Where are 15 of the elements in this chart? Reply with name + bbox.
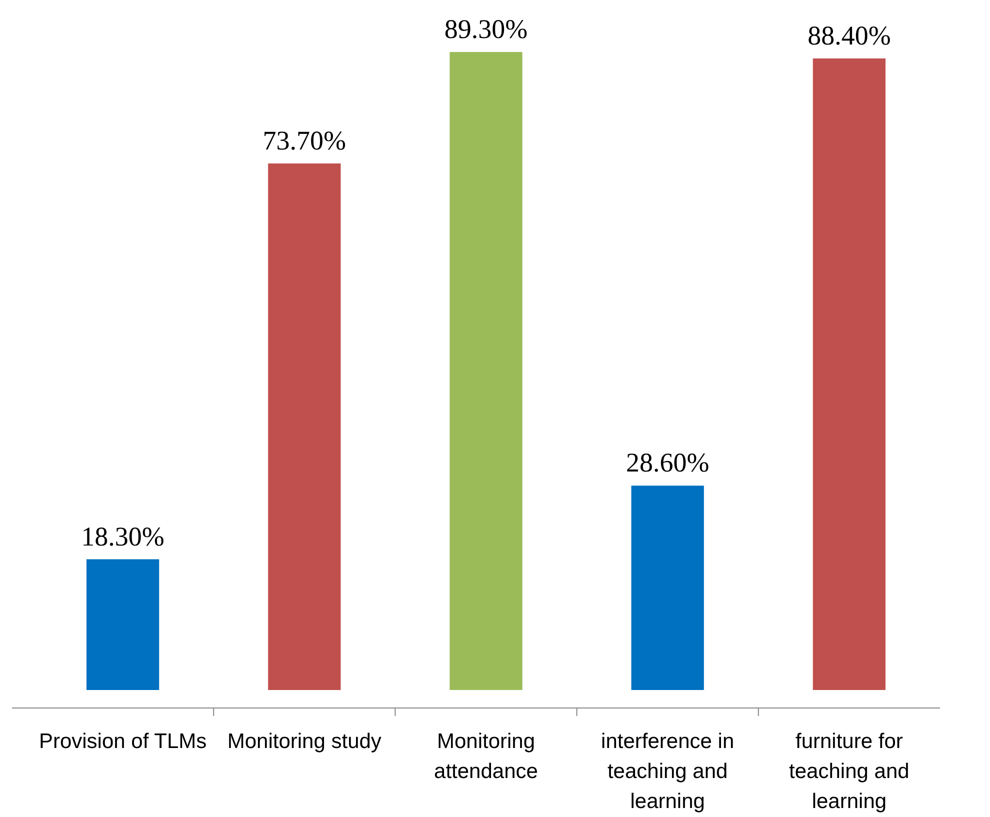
bar <box>450 52 522 690</box>
x-tick-label: furniture for teaching and learning <box>789 730 910 813</box>
x-tick-label: Provision of TLMs <box>38 730 207 753</box>
bar <box>812 58 886 690</box>
data-label: 28.60% <box>626 448 710 478</box>
x-tick-label: interference in teaching and learning <box>601 730 734 813</box>
bar <box>268 163 341 690</box>
data-label: 88.40% <box>808 20 891 50</box>
bar <box>86 559 160 690</box>
data-label: 73.70% <box>262 125 346 156</box>
x-tick-label: Monitoring study <box>227 730 382 753</box>
bar <box>631 486 704 690</box>
data-label: 18.30% <box>81 521 164 552</box>
x-tick-label: Monitoring attendance <box>434 730 538 783</box>
data-label: 89.30% <box>444 14 528 44</box>
